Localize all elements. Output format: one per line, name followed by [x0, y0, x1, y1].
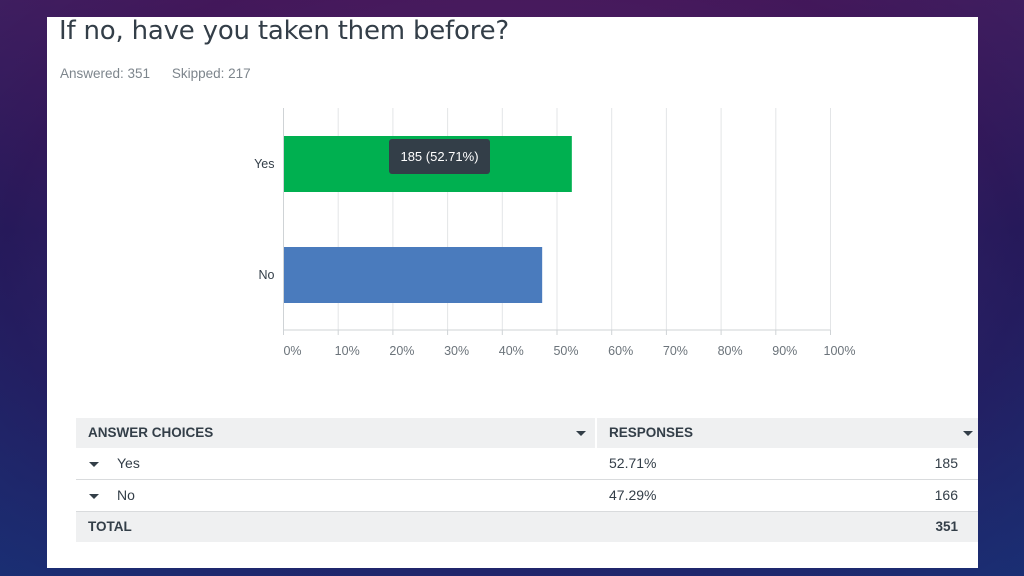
- responses-header[interactable]: RESPONSES: [609, 425, 694, 440]
- sort-caret-icon[interactable]: [576, 431, 586, 436]
- response-percent: 47.29%: [609, 487, 657, 503]
- bar-chart: 0% 10% 20% 30% 40% 50% 60% 70% 80% 90% 100% Yes No: [254, 108, 856, 358]
- total-label: TOTAL: [88, 519, 132, 534]
- survey-question-panel: If no, have you taken them before? Answe…: [47, 17, 978, 568]
- x-tick-label: 70%: [663, 344, 688, 358]
- x-tick-label: 100%: [824, 344, 856, 358]
- category-label: No: [259, 268, 275, 282]
- answer-choice: No: [117, 487, 135, 503]
- answer-table: ANSWER CHOICES RESPONSES Yes 52.71% 185 …: [76, 418, 978, 542]
- bar-no[interactable]: [283, 247, 543, 303]
- answered-count: Answered: 351: [60, 66, 151, 81]
- answer-choice: Yes: [117, 455, 140, 471]
- response-percent: 52.71%: [609, 455, 657, 471]
- question-title: If no, have you taken them before?: [59, 17, 510, 46]
- response-count: 166: [934, 487, 958, 503]
- skipped-count: Skipped: 217: [171, 66, 251, 81]
- x-tick-label: 50%: [553, 344, 578, 358]
- x-tick-label: 80%: [718, 344, 743, 358]
- category-label: Yes: [254, 157, 274, 171]
- x-tick-label: 40%: [499, 344, 524, 358]
- x-tick-label: 0%: [283, 344, 301, 358]
- table-total-row: TOTAL 351: [76, 512, 978, 542]
- response-count: 185: [934, 455, 958, 471]
- table-header-row: ANSWER CHOICES RESPONSES: [76, 418, 978, 448]
- x-tick-label: 30%: [444, 344, 469, 358]
- sort-caret-icon[interactable]: [963, 431, 973, 436]
- x-tick-label: 60%: [608, 344, 633, 358]
- table-row: Yes 52.71% 185: [76, 448, 978, 480]
- expand-caret-icon[interactable]: [89, 494, 99, 499]
- bar-tooltip: 185 (52.71%): [389, 139, 490, 174]
- answer-choices-header[interactable]: ANSWER CHOICES: [88, 425, 214, 440]
- x-tick-label: 20%: [389, 344, 414, 358]
- response-stats: Answered: 351 Skipped: 217: [60, 66, 269, 81]
- expand-caret-icon[interactable]: [89, 462, 99, 467]
- x-tick-label: 10%: [335, 344, 360, 358]
- total-count: 351: [935, 519, 958, 534]
- x-tick-label: 90%: [772, 344, 797, 358]
- table-row: No 47.29% 166: [76, 480, 978, 512]
- column-divider: [595, 418, 597, 448]
